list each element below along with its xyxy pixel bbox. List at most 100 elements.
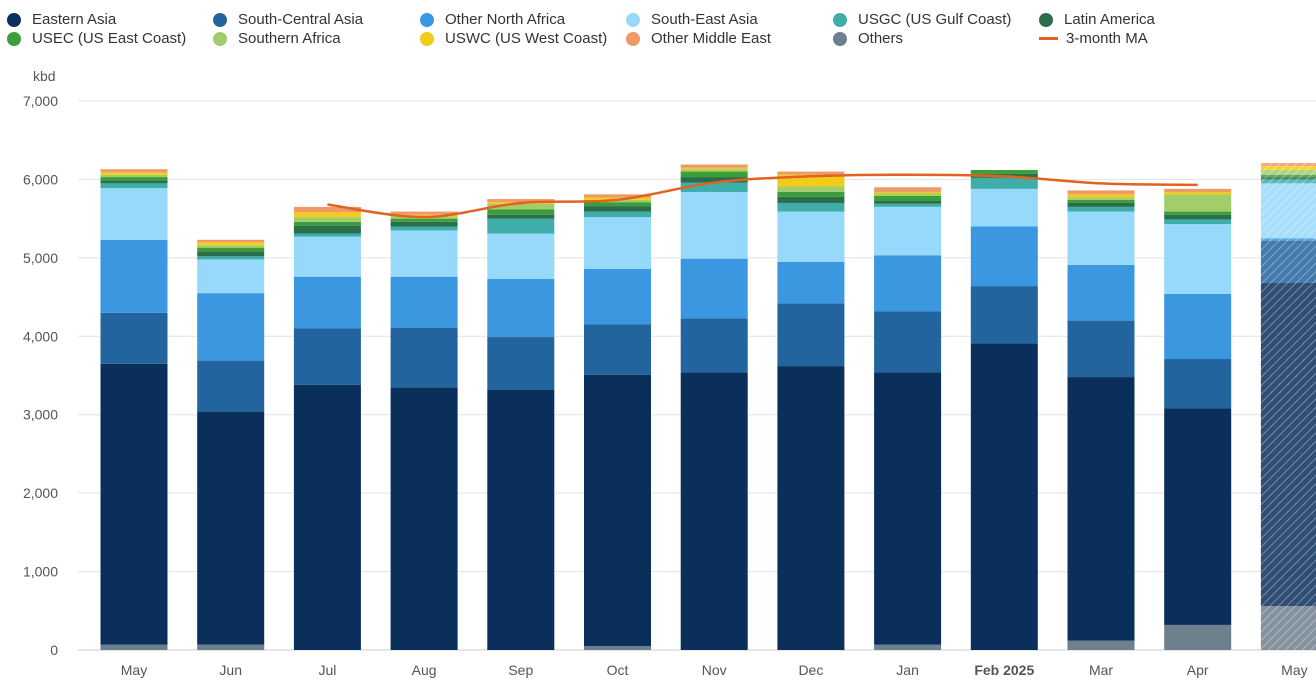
bar-segment-south-central-asia[interactable] — [1260, 240, 1316, 283]
bar-segment-usgc-us-gulf-coast[interactable] — [1067, 206, 1135, 212]
bar-segment-uswc-us-west-coast[interactable] — [1067, 194, 1135, 198]
bar-segment-usgc-us-gulf-coast[interactable] — [100, 183, 168, 189]
bar-segment-other-middle-east[interactable] — [390, 211, 458, 215]
legend-item-other-north-africa[interactable]: Other North Africa — [420, 11, 565, 28]
bar-segment-south-central-asia[interactable] — [1067, 320, 1135, 378]
bar-segment-south-central-asia[interactable] — [1164, 359, 1232, 409]
bar-segment-south-central-asia[interactable] — [197, 360, 265, 412]
bar-segment-southern-africa[interactable] — [197, 245, 265, 248]
bar-segment-usec-us-east-coast[interactable] — [1067, 199, 1135, 203]
bar-segment-eastern-asia[interactable] — [584, 374, 651, 647]
legend-item-latin-america[interactable]: Latin America — [1039, 11, 1155, 28]
bar-segment-south-central-asia[interactable] — [874, 311, 942, 373]
bar-segment-other-north-africa[interactable] — [584, 268, 651, 325]
bar-stack-jun[interactable] — [197, 239, 265, 650]
bar-segment-usgc-us-gulf-coast[interactable] — [874, 203, 942, 207]
bar-segment-other-middle-east[interactable] — [1260, 162, 1316, 167]
bar-segment-usgc-us-gulf-coast[interactable] — [1260, 179, 1316, 184]
bar-stack-aug[interactable] — [390, 211, 458, 650]
bar-segment-south-east-asia[interactable] — [487, 233, 555, 280]
bar-segment-other-north-africa[interactable] — [1164, 293, 1232, 360]
legend-item-southern-africa[interactable]: Southern Africa — [213, 30, 341, 47]
bar-segment-other-middle-east[interactable] — [487, 199, 555, 203]
bar-segment-southern-africa[interactable] — [874, 193, 942, 196]
bar-segment-others[interactable] — [874, 644, 942, 650]
bar-segment-other-north-africa[interactable] — [970, 226, 1038, 287]
legend-item-usgc-us-gulf-coast[interactable]: USGC (US Gulf Coast) — [833, 11, 1011, 28]
bar-segment-other-middle-east[interactable] — [197, 239, 265, 243]
bar-segment-latin-america[interactable] — [487, 214, 555, 219]
bar-stack-dec[interactable] — [777, 171, 845, 650]
bar-stack-sep[interactable] — [487, 199, 555, 650]
bar-segment-southern-africa[interactable] — [293, 217, 361, 222]
bar-segment-latin-america[interactable] — [777, 196, 845, 203]
bar-stack-mar[interactable] — [1067, 190, 1135, 650]
bar-segment-eastern-asia[interactable] — [874, 372, 942, 645]
bar-stack-apr[interactable] — [1164, 188, 1232, 650]
bar-segment-eastern-asia[interactable] — [1164, 408, 1232, 625]
bar-segment-southern-africa[interactable] — [487, 203, 555, 210]
bar-segment-southern-africa[interactable] — [1067, 197, 1135, 200]
bar-segment-latin-america[interactable] — [100, 180, 168, 184]
bar-segment-southern-africa[interactable] — [777, 186, 845, 192]
bar-stack-jul[interactable] — [293, 206, 361, 650]
bar-segment-others[interactable] — [1260, 606, 1316, 650]
bar-segment-usec-us-east-coast[interactable] — [487, 209, 555, 215]
bar-segment-usgc-us-gulf-coast[interactable] — [390, 226, 458, 231]
bar-segment-uswc-us-west-coast[interactable] — [1164, 191, 1232, 195]
bar-segment-usgc-us-gulf-coast[interactable] — [777, 202, 845, 212]
bar-segment-south-central-asia[interactable] — [680, 318, 748, 373]
bar-segment-eastern-asia[interactable] — [487, 389, 555, 650]
bar-segment-latin-america[interactable] — [584, 206, 651, 212]
bar-segment-south-central-asia[interactable] — [390, 327, 458, 388]
bar-segment-latin-america[interactable] — [874, 200, 942, 204]
bar-segment-other-north-africa[interactable] — [390, 276, 458, 328]
bar-segment-latin-america[interactable] — [293, 225, 361, 234]
legend-item-other-middle-east[interactable]: Other Middle East — [626, 30, 771, 47]
bar-segment-latin-america[interactable] — [197, 251, 265, 257]
bar-segment-south-east-asia[interactable] — [584, 217, 651, 269]
legend-item-south-central-asia[interactable]: South-Central Asia — [213, 11, 363, 28]
bar-segment-other-north-africa[interactable] — [293, 276, 361, 329]
bar-segment-usgc-us-gulf-coast[interactable] — [970, 177, 1038, 189]
bar-segment-south-central-asia[interactable] — [487, 337, 555, 390]
line-3-month-ma[interactable] — [327, 173, 1198, 219]
bar-segment-south-east-asia[interactable] — [390, 230, 458, 277]
bar-segment-usgc-us-gulf-coast[interactable] — [1164, 219, 1232, 225]
bar-segment-south-east-asia[interactable] — [1260, 183, 1316, 239]
bar-segment-other-north-africa[interactable] — [777, 261, 845, 304]
bar-segment-usec-us-east-coast[interactable] — [970, 170, 1038, 174]
legend-item-others[interactable]: Others — [833, 30, 903, 47]
bar-segment-south-east-asia[interactable] — [197, 259, 265, 294]
bar-segment-latin-america[interactable] — [390, 221, 458, 227]
bar-segment-other-north-africa[interactable] — [680, 258, 748, 319]
bar-segment-usgc-us-gulf-coast[interactable] — [584, 211, 651, 218]
bar-segment-others[interactable] — [584, 646, 651, 650]
bar-segment-others[interactable] — [1067, 640, 1135, 650]
bar-segment-south-central-asia[interactable] — [970, 286, 1038, 344]
bar-segment-other-middle-east[interactable] — [777, 171, 845, 175]
bar-segment-other-middle-east[interactable] — [584, 194, 651, 198]
bar-segment-eastern-asia[interactable] — [680, 372, 748, 650]
bar-segment-other-middle-east[interactable] — [1067, 190, 1135, 195]
bar-segment-eastern-asia[interactable] — [777, 366, 845, 650]
bar-segment-other-north-africa[interactable] — [874, 255, 942, 312]
bar-segment-usgc-us-gulf-coast[interactable] — [197, 256, 265, 260]
bar-segment-latin-america[interactable] — [1260, 177, 1316, 180]
bar-segment-uswc-us-west-coast[interactable] — [680, 167, 748, 170]
bar-segment-latin-america[interactable] — [1164, 214, 1232, 220]
bar-stack-jan[interactable] — [874, 187, 942, 650]
bar-segment-uswc-us-west-coast[interactable] — [197, 242, 265, 246]
bar-segment-other-middle-east[interactable] — [1164, 188, 1232, 192]
bar-segment-usgc-us-gulf-coast[interactable] — [680, 182, 748, 192]
bar-segment-eastern-asia[interactable] — [1260, 282, 1316, 607]
bar-segment-others[interactable] — [197, 644, 265, 650]
bar-segment-eastern-asia[interactable] — [293, 384, 361, 650]
bar-segment-eastern-asia[interactable] — [197, 411, 265, 645]
bar-segment-usec-us-east-coast[interactable] — [390, 218, 458, 222]
bar-segment-others[interactable] — [100, 644, 168, 650]
bar-segment-uswc-us-west-coast[interactable] — [1260, 166, 1316, 171]
bar-segment-usec-us-east-coast[interactable] — [100, 177, 168, 181]
bar-segment-others[interactable] — [1164, 624, 1232, 650]
bar-segment-latin-america[interactable] — [680, 177, 748, 183]
